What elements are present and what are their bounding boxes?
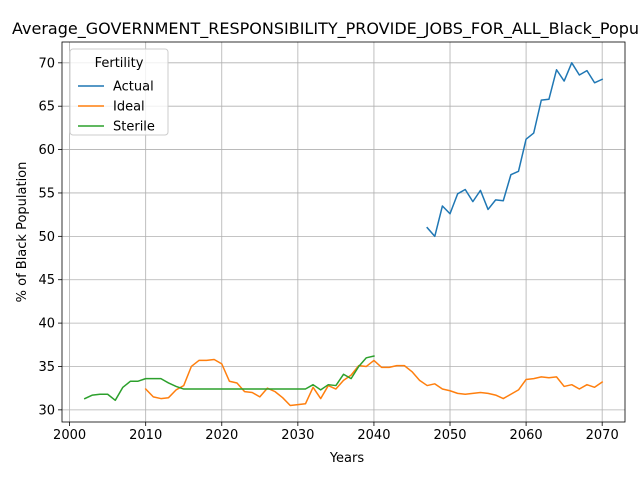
series-line-actual bbox=[426, 62, 604, 238]
y-tick-label: 65 bbox=[38, 100, 55, 115]
x-tick-label: 2020 bbox=[205, 428, 238, 443]
x-tick-label: 2040 bbox=[357, 428, 390, 443]
legend-label-sterile: Sterile bbox=[113, 120, 155, 135]
legend-label-actual: Actual bbox=[113, 80, 154, 95]
x-tick-label: 2060 bbox=[510, 428, 543, 443]
x-tick-label: 2010 bbox=[129, 428, 162, 443]
x-tick-label: 2070 bbox=[586, 428, 619, 443]
x-tick-label: 2050 bbox=[433, 428, 466, 443]
y-tick-label: 60 bbox=[38, 143, 55, 158]
legend-title: Fertility bbox=[95, 56, 144, 71]
legend: Fertility Actual Ideal Sterile bbox=[69, 48, 169, 136]
legend-box bbox=[69, 48, 169, 136]
legend-label-ideal: Ideal bbox=[113, 100, 145, 115]
plot-frame bbox=[61, 41, 626, 423]
axis-ticks: 2000 2010 2020 2030 2040 2050 2060 2070 30 35 40 45… bbox=[38, 56, 618, 443]
y-tick-label: 50 bbox=[38, 230, 55, 245]
grid-lines bbox=[62, 42, 625, 422]
series-line-sterile bbox=[83, 355, 375, 402]
x-tick-label: 2000 bbox=[53, 428, 86, 443]
y-axis-title: % of Black Population bbox=[15, 162, 30, 303]
chart-title: Average_GOVERNMENT_RESPONSIBILITY_PROVID… bbox=[12, 19, 640, 39]
series-line-ideal bbox=[144, 358, 604, 407]
y-tick-label: 45 bbox=[38, 273, 55, 288]
y-tick-label: 30 bbox=[38, 403, 55, 418]
series-lines bbox=[83, 62, 604, 407]
y-tick-label: 70 bbox=[38, 56, 55, 71]
y-tick-label: 40 bbox=[38, 317, 55, 332]
legend-entries: Actual Ideal Sterile bbox=[78, 80, 155, 135]
x-axis-title: Years bbox=[329, 451, 365, 466]
y-tick-label: 35 bbox=[38, 360, 55, 375]
x-tick-label: 2030 bbox=[281, 428, 314, 443]
y-tick-label: 55 bbox=[38, 186, 55, 201]
